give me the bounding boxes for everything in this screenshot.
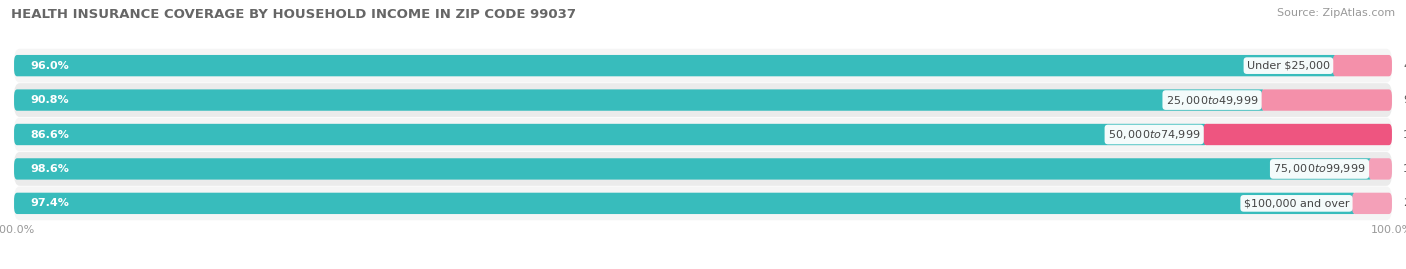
Text: 86.6%: 86.6% [31,129,69,140]
Text: Under $25,000: Under $25,000 [1247,61,1330,71]
FancyBboxPatch shape [1333,55,1392,76]
Text: 98.6%: 98.6% [31,164,69,174]
FancyBboxPatch shape [14,186,1392,220]
FancyBboxPatch shape [14,89,1265,111]
FancyBboxPatch shape [14,158,1372,180]
FancyBboxPatch shape [1261,89,1392,111]
Text: 97.4%: 97.4% [31,198,69,208]
Text: Source: ZipAtlas.com: Source: ZipAtlas.com [1277,8,1395,18]
FancyBboxPatch shape [14,152,1392,186]
Text: 9.2%: 9.2% [1403,95,1406,105]
FancyBboxPatch shape [14,193,1357,214]
Text: $50,000 to $74,999: $50,000 to $74,999 [1108,128,1201,141]
Text: $100,000 and over: $100,000 and over [1244,198,1350,208]
FancyBboxPatch shape [14,118,1392,151]
FancyBboxPatch shape [14,83,1392,117]
Text: 2.6%: 2.6% [1403,198,1406,208]
Text: 90.8%: 90.8% [31,95,69,105]
Text: 4.0%: 4.0% [1403,61,1406,71]
FancyBboxPatch shape [1368,158,1392,180]
FancyBboxPatch shape [14,124,1208,145]
Text: 1.4%: 1.4% [1403,164,1406,174]
Text: $25,000 to $49,999: $25,000 to $49,999 [1166,94,1258,107]
Text: 13.4%: 13.4% [1403,129,1406,140]
Text: 96.0%: 96.0% [31,61,69,71]
FancyBboxPatch shape [1353,193,1392,214]
Text: $75,000 to $99,999: $75,000 to $99,999 [1274,162,1365,175]
FancyBboxPatch shape [1204,124,1392,145]
FancyBboxPatch shape [14,49,1392,83]
Text: HEALTH INSURANCE COVERAGE BY HOUSEHOLD INCOME IN ZIP CODE 99037: HEALTH INSURANCE COVERAGE BY HOUSEHOLD I… [11,8,576,21]
FancyBboxPatch shape [14,55,1337,76]
